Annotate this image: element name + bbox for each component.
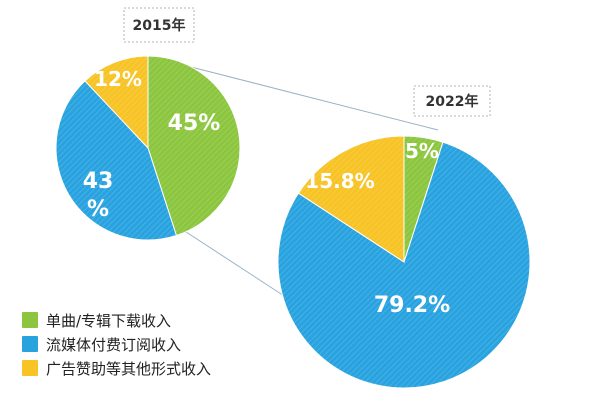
legend-item-download: 单曲/专辑下载收入 bbox=[22, 308, 211, 332]
legend: 单曲/专辑下载收入 流媒体付费订阅收入 广告赞助等其他形式收入 bbox=[22, 308, 211, 380]
legend-item-streaming: 流媒体付费订阅收入 bbox=[22, 332, 211, 356]
pie-0-data-label-download: 45% bbox=[168, 111, 221, 136]
legend-swatch-streaming bbox=[22, 336, 38, 352]
legend-label-download: 单曲/专辑下载收入 bbox=[46, 311, 172, 330]
legend-item-ads: 广告赞助等其他形式收入 bbox=[22, 356, 211, 380]
pie-2022年-slice-streaming bbox=[277, 141, 531, 389]
pie-1-data-label-ads: 15.8% bbox=[305, 169, 374, 193]
legend-label-streaming: 流媒体付费订阅收入 bbox=[46, 335, 182, 354]
pie-0-data-label-streaming: 43% bbox=[83, 169, 114, 222]
pie-2015年-slice-download bbox=[147, 55, 241, 237]
year-callout-2022-text: 2022年 bbox=[426, 93, 479, 110]
connector-line-bottom bbox=[179, 227, 299, 306]
pie-1-data-label-streaming: 79.2% bbox=[374, 293, 450, 318]
connector-line-top bbox=[147, 55, 439, 131]
legend-swatch-ads bbox=[22, 360, 38, 376]
pie-2022年-slice-ads bbox=[297, 135, 405, 263]
legend-label-ads: 广告赞助等其他形式收入 bbox=[46, 359, 212, 378]
year-callout-2015-text: 2015年 bbox=[133, 17, 186, 34]
pie-1-data-label-download: 5% bbox=[405, 139, 439, 163]
pie-2015年-slice-ads bbox=[84, 55, 149, 150]
legend-swatch-download bbox=[22, 312, 38, 328]
pie-2015年-slice-streaming bbox=[55, 80, 178, 241]
pie-0-data-label-ads: 12% bbox=[94, 67, 142, 91]
year-callout-2022: 2022年 bbox=[413, 85, 491, 117]
year-callout-2015: 2015年 bbox=[123, 7, 195, 43]
